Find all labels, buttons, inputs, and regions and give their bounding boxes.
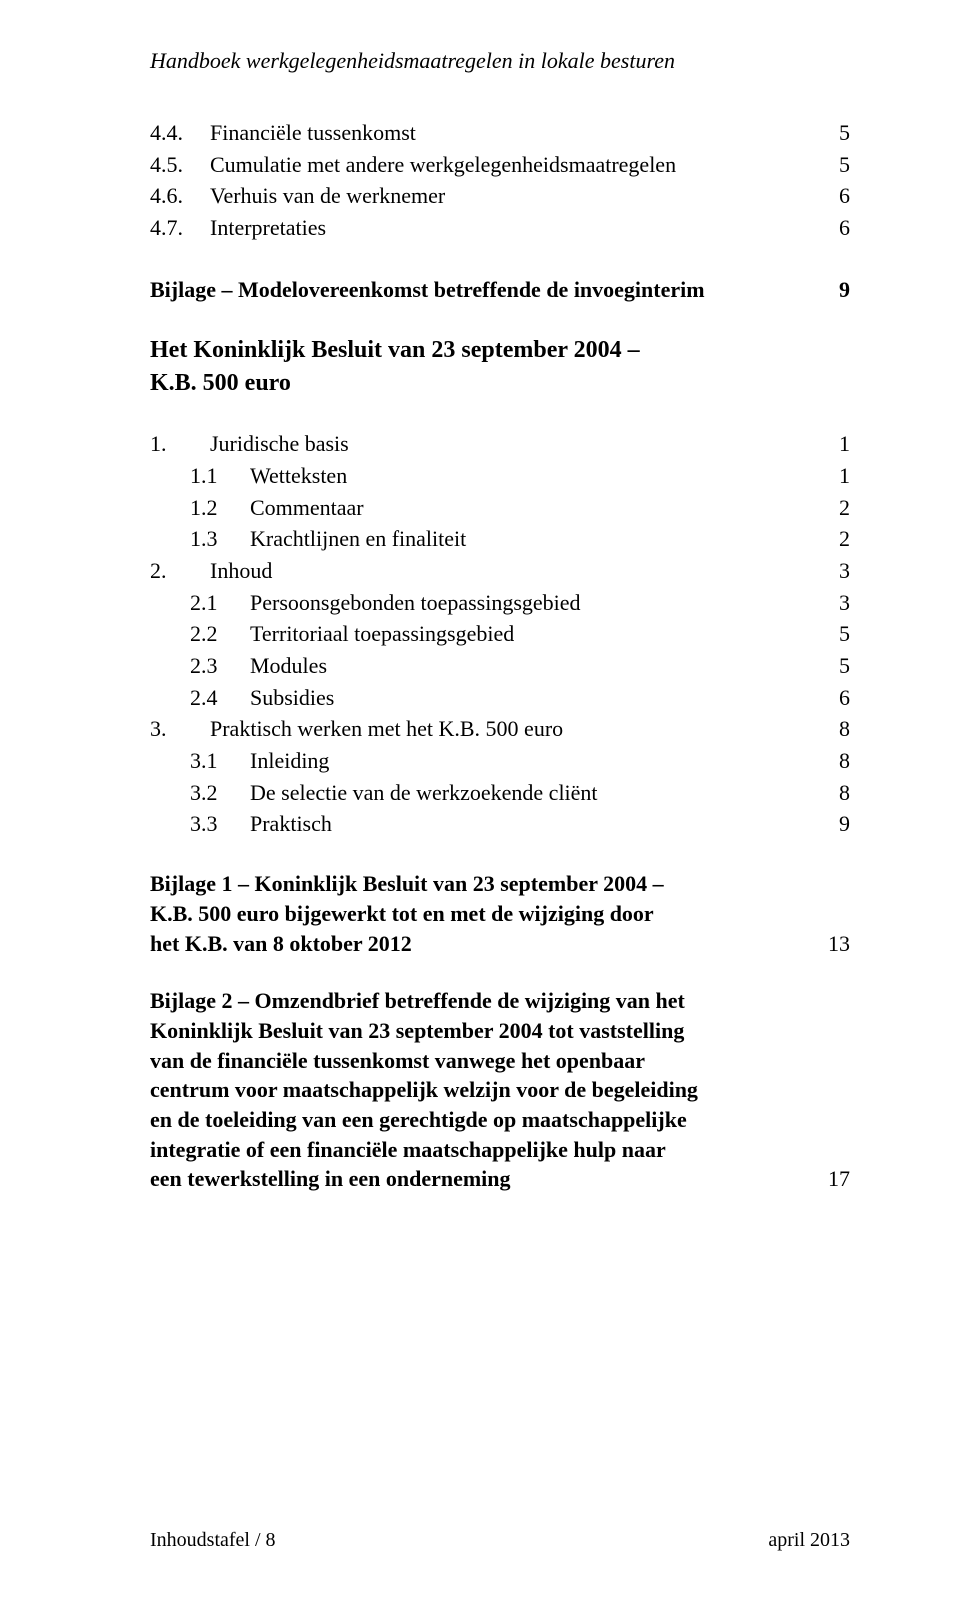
- toc-text: Praktisch: [250, 809, 810, 839]
- toc-number: 4.6.: [150, 181, 210, 211]
- toc-text: Bijlage – Modelovereenkomst betreffende …: [150, 275, 810, 305]
- bijlage1-line: Bijlage 1 – Koninklijk Besluit van 23 se…: [150, 869, 850, 899]
- toc-item: 4.5. Cumulatie met andere werkgelegenhei…: [150, 150, 850, 180]
- toc-page: 6: [810, 213, 850, 243]
- toc-text: Inleiding: [250, 746, 810, 776]
- toc-item: 4.6. Verhuis van de werknemer 6: [150, 181, 850, 211]
- toc-item: 1.3 Krachtlijnen en finaliteit 2: [150, 524, 850, 554]
- toc-text: Krachtlijnen en finaliteit: [250, 524, 810, 554]
- bijlage2-line: van de financiële tussenkomst vanwege he…: [150, 1046, 850, 1076]
- toc-text: Interpretaties: [210, 213, 810, 243]
- toc-item: 2.3 Modules 5: [150, 651, 850, 681]
- toc-number: 3.: [150, 714, 210, 744]
- toc-page: 13: [810, 929, 850, 959]
- toc-number: 1.2: [190, 493, 250, 523]
- bijlage2-line: Bijlage 2 – Omzendbrief betreffende de w…: [150, 986, 850, 1016]
- bijlage1-heading: Bijlage 1 – Koninklijk Besluit van 23 se…: [150, 869, 850, 958]
- toc-item: 2. Inhoud 3: [150, 556, 850, 586]
- toc-page: 2: [810, 493, 850, 523]
- toc-item: 2.2 Territoriaal toepassingsgebied 5: [150, 619, 850, 649]
- toc-number: 2.4: [190, 683, 250, 713]
- toc-text: Juridische basis: [210, 429, 810, 459]
- bijlage2-line: een tewerkstelling in een onderneming: [150, 1164, 810, 1194]
- toc-page: 9: [810, 809, 850, 839]
- toc-page: 8: [810, 714, 850, 744]
- toc-text: Commentaar: [250, 493, 810, 523]
- toc-page: 1: [810, 461, 850, 491]
- bijlage2-heading: Bijlage 2 – Omzendbrief betreffende de w…: [150, 986, 850, 1194]
- bijlage2-line: en de toeleiding van een gerechtigde op …: [150, 1105, 850, 1135]
- toc-number: 1.3: [190, 524, 250, 554]
- toc-text: De selectie van de werkzoekende cliënt: [250, 778, 810, 808]
- toc-page: 5: [810, 118, 850, 148]
- toc-page: 8: [810, 778, 850, 808]
- toc-number: 4.5.: [150, 150, 210, 180]
- bijlage1-line: het K.B. van 8 oktober 2012: [150, 929, 810, 959]
- toc-page: 3: [810, 556, 850, 586]
- toc-number: 3.3: [190, 809, 250, 839]
- bijlage2-line: integratie of een financiële maatschappe…: [150, 1135, 850, 1165]
- toc-text: Modules: [250, 651, 810, 681]
- kb-heading-line: Het Koninklijk Besluit van 23 september …: [150, 334, 850, 366]
- toc-page: 17: [810, 1164, 850, 1194]
- toc-number: 4.7.: [150, 213, 210, 243]
- toc-page: 2: [810, 524, 850, 554]
- toc-number: 2.: [150, 556, 210, 586]
- toc-text: Financiële tussenkomst: [210, 118, 810, 148]
- toc-number: 4.4.: [150, 118, 210, 148]
- toc-item: 2.4 Subsidies 6: [150, 683, 850, 713]
- running-head: Handboek werkgelegenheidsmaatregelen in …: [150, 48, 850, 74]
- toc-page: 3: [810, 588, 850, 618]
- toc-item: 2.1 Persoonsgebonden toepassingsgebied 3: [150, 588, 850, 618]
- toc-item: 3.1 Inleiding 8: [150, 746, 850, 776]
- toc-item: 3. Praktisch werken met het K.B. 500 eur…: [150, 714, 850, 744]
- bijlage1-line: K.B. 500 euro bijgewerkt tot en met de w…: [150, 899, 850, 929]
- toc-page: 1: [810, 429, 850, 459]
- toc-page: 5: [810, 619, 850, 649]
- toc-number: 2.2: [190, 619, 250, 649]
- toc-number: 1.: [150, 429, 210, 459]
- footer-right: april 2013: [768, 1529, 850, 1552]
- toc-page: 5: [810, 150, 850, 180]
- toc-item: 4.7. Interpretaties 6: [150, 213, 850, 243]
- kb-heading-line: K.B. 500 euro: [150, 367, 850, 399]
- toc-text: Subsidies: [250, 683, 810, 713]
- kb-heading: Het Koninklijk Besluit van 23 september …: [150, 334, 850, 399]
- toc-text: Persoonsgebonden toepassingsgebied: [250, 588, 810, 618]
- toc-page: 5: [810, 651, 850, 681]
- bijlage-model: Bijlage – Modelovereenkomst betreffende …: [150, 275, 850, 305]
- page-footer: Inhoudstafel / 8 april 2013: [150, 1529, 850, 1552]
- toc-text: Wetteksten: [250, 461, 810, 491]
- page: Handboek werkgelegenheidsmaatregelen in …: [0, 0, 960, 1600]
- toc-number: 3.1: [190, 746, 250, 776]
- toc-number: 2.1: [190, 588, 250, 618]
- toc-item: 3.2 De selectie van de werkzoekende clië…: [150, 778, 850, 808]
- toc-item: 1.2 Commentaar 2: [150, 493, 850, 523]
- toc-text: Cumulatie met andere werkgelegenheidsmaa…: [210, 150, 810, 180]
- toc-page: 9: [810, 275, 850, 305]
- toc-item: 3.3 Praktisch 9: [150, 809, 850, 839]
- toc-text: Verhuis van de werknemer: [210, 181, 810, 211]
- toc-text: Praktisch werken met het K.B. 500 euro: [210, 714, 810, 744]
- toc-number: 1.1: [190, 461, 250, 491]
- bijlage2-line: centrum voor maatschappelijk welzijn voo…: [150, 1075, 850, 1105]
- toc-page: 6: [810, 683, 850, 713]
- toc-number: 2.3: [190, 651, 250, 681]
- toc-item: 4.4. Financiële tussenkomst 5: [150, 118, 850, 148]
- toc-page: 8: [810, 746, 850, 776]
- toc-number: 3.2: [190, 778, 250, 808]
- toc-text: Inhoud: [210, 556, 810, 586]
- toc-item: 1. Juridische basis 1: [150, 429, 850, 459]
- toc-item: 1.1 Wetteksten 1: [150, 461, 850, 491]
- footer-left: Inhoudstafel / 8: [150, 1529, 276, 1552]
- bijlage2-line: Koninklijk Besluit van 23 september 2004…: [150, 1016, 850, 1046]
- toc-page: 6: [810, 181, 850, 211]
- toc-text: Territoriaal toepassingsgebied: [250, 619, 810, 649]
